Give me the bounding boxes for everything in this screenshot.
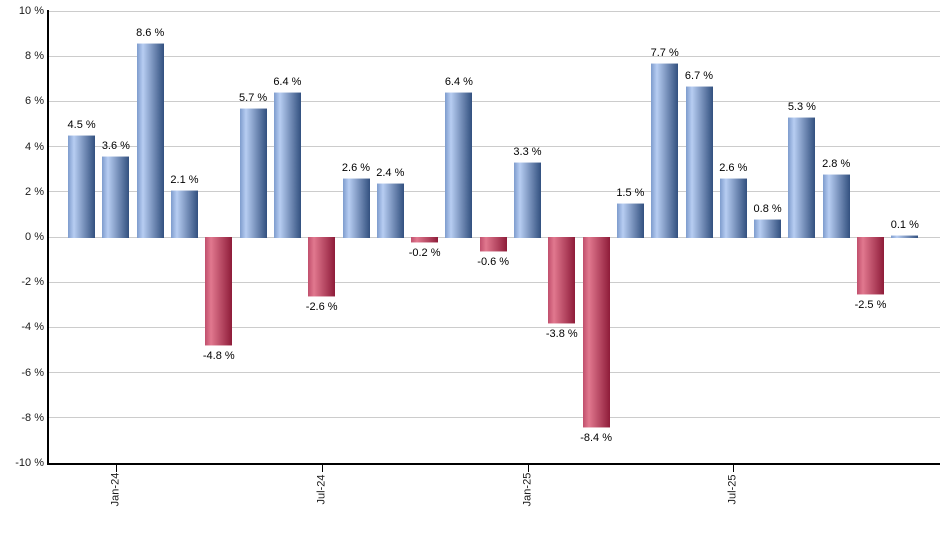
bar-value-label: 4.5 % (67, 119, 96, 132)
bar-value-label: 2.4 % (376, 166, 405, 179)
x-axis-tick-label: Jan-24 (109, 472, 122, 507)
bar-value-label: 1.5 % (616, 187, 645, 200)
bar-value-label: 6.4 % (444, 76, 473, 89)
bar-value-label: -8.4 % (580, 431, 612, 444)
bar-value-label: 3.3 % (513, 146, 542, 159)
y-axis-tick-label: 2 % (25, 185, 44, 198)
gridline (48, 146, 940, 148)
gridline (48, 281, 940, 283)
bar-positive (445, 92, 473, 238)
bar-value-label: 2.1 % (170, 173, 199, 186)
x-axis-line (47, 463, 940, 465)
y-axis-tick-label: -8 % (21, 411, 44, 424)
x-axis-tick (527, 465, 529, 472)
y-axis-tick-label: 6 % (25, 95, 44, 108)
x-axis-tick (115, 465, 117, 472)
gridline (48, 100, 940, 102)
bar-positive (342, 178, 370, 238)
bar-negative (582, 237, 610, 428)
bar-value-label: -3.8 % (545, 327, 578, 340)
gridline (48, 372, 940, 374)
bar-value-label: 0.8 % (753, 202, 782, 215)
gridline (48, 10, 940, 12)
bar-positive (754, 218, 782, 238)
bar-positive (239, 108, 267, 238)
bar-value-label: 8.6 % (136, 26, 165, 39)
y-axis-tick-label: 4 % (25, 140, 44, 153)
bar-negative (205, 237, 233, 347)
bar-value-label: 2.8 % (822, 157, 851, 170)
y-axis-tick-label: -6 % (21, 366, 44, 379)
bar-negative (548, 237, 576, 324)
bar-value-label: -0.2 % (408, 246, 441, 259)
bar-negative (411, 237, 439, 243)
bar-value-label: 0.1 % (890, 218, 919, 231)
bar-positive (514, 162, 541, 238)
bar-positive (136, 42, 164, 238)
bar-positive (171, 189, 198, 238)
bar-positive (719, 178, 747, 238)
x-axis-tick-label: Jan-25 (521, 472, 533, 507)
bar-positive (616, 203, 644, 238)
bar-value-label: 6.4 % (273, 76, 302, 89)
x-axis-tick (733, 465, 735, 472)
bar-value-label: -0.6 % (477, 255, 510, 268)
bar-value-label: -2.6 % (305, 300, 338, 313)
bar-negative (308, 237, 336, 297)
gridline (48, 191, 940, 193)
gridline (48, 326, 940, 328)
y-axis-tick-label: -2 % (21, 276, 44, 289)
bar-negative (857, 237, 884, 295)
bar-value-label: 5.7 % (239, 92, 268, 105)
bar-value-label: 5.3 % (787, 101, 816, 114)
bar-negative (479, 237, 507, 252)
y-axis-tick-label: 8 % (25, 50, 44, 63)
y-axis-tick-label: 10 % (18, 5, 44, 17)
bar-value-label: 7.7 % (650, 46, 679, 59)
bar-value-label: -2.5 % (854, 298, 887, 311)
x-axis-tick-label: Jul-25 (726, 474, 739, 505)
bar-value-label: 2.6 % (719, 162, 748, 175)
bar-positive (68, 135, 96, 238)
bar-positive (822, 173, 850, 238)
bar-value-label: 6.7 % (684, 69, 714, 82)
bar-positive (376, 182, 404, 238)
y-axis-line (47, 10, 49, 465)
gridline (48, 55, 940, 57)
bar-positive (788, 117, 816, 238)
y-axis-tick-label: -10 % (15, 457, 44, 469)
y-axis-tick-label: 0 % (25, 231, 44, 243)
bar-value-label: 2.6 % (341, 162, 371, 175)
bar-positive (685, 85, 713, 238)
bar-positive (651, 62, 679, 238)
bar-value-label: -4.8 % (202, 350, 235, 363)
x-axis-tick (321, 465, 323, 472)
x-axis-tick-label: Jul-24 (315, 474, 328, 505)
bar-positive (273, 92, 301, 238)
y-axis-tick-label: -4 % (21, 321, 44, 334)
bar-positive (891, 234, 919, 238)
bar-value-label: 3.6 % (101, 139, 130, 152)
gridline (48, 417, 940, 419)
bar-positive (102, 155, 130, 238)
